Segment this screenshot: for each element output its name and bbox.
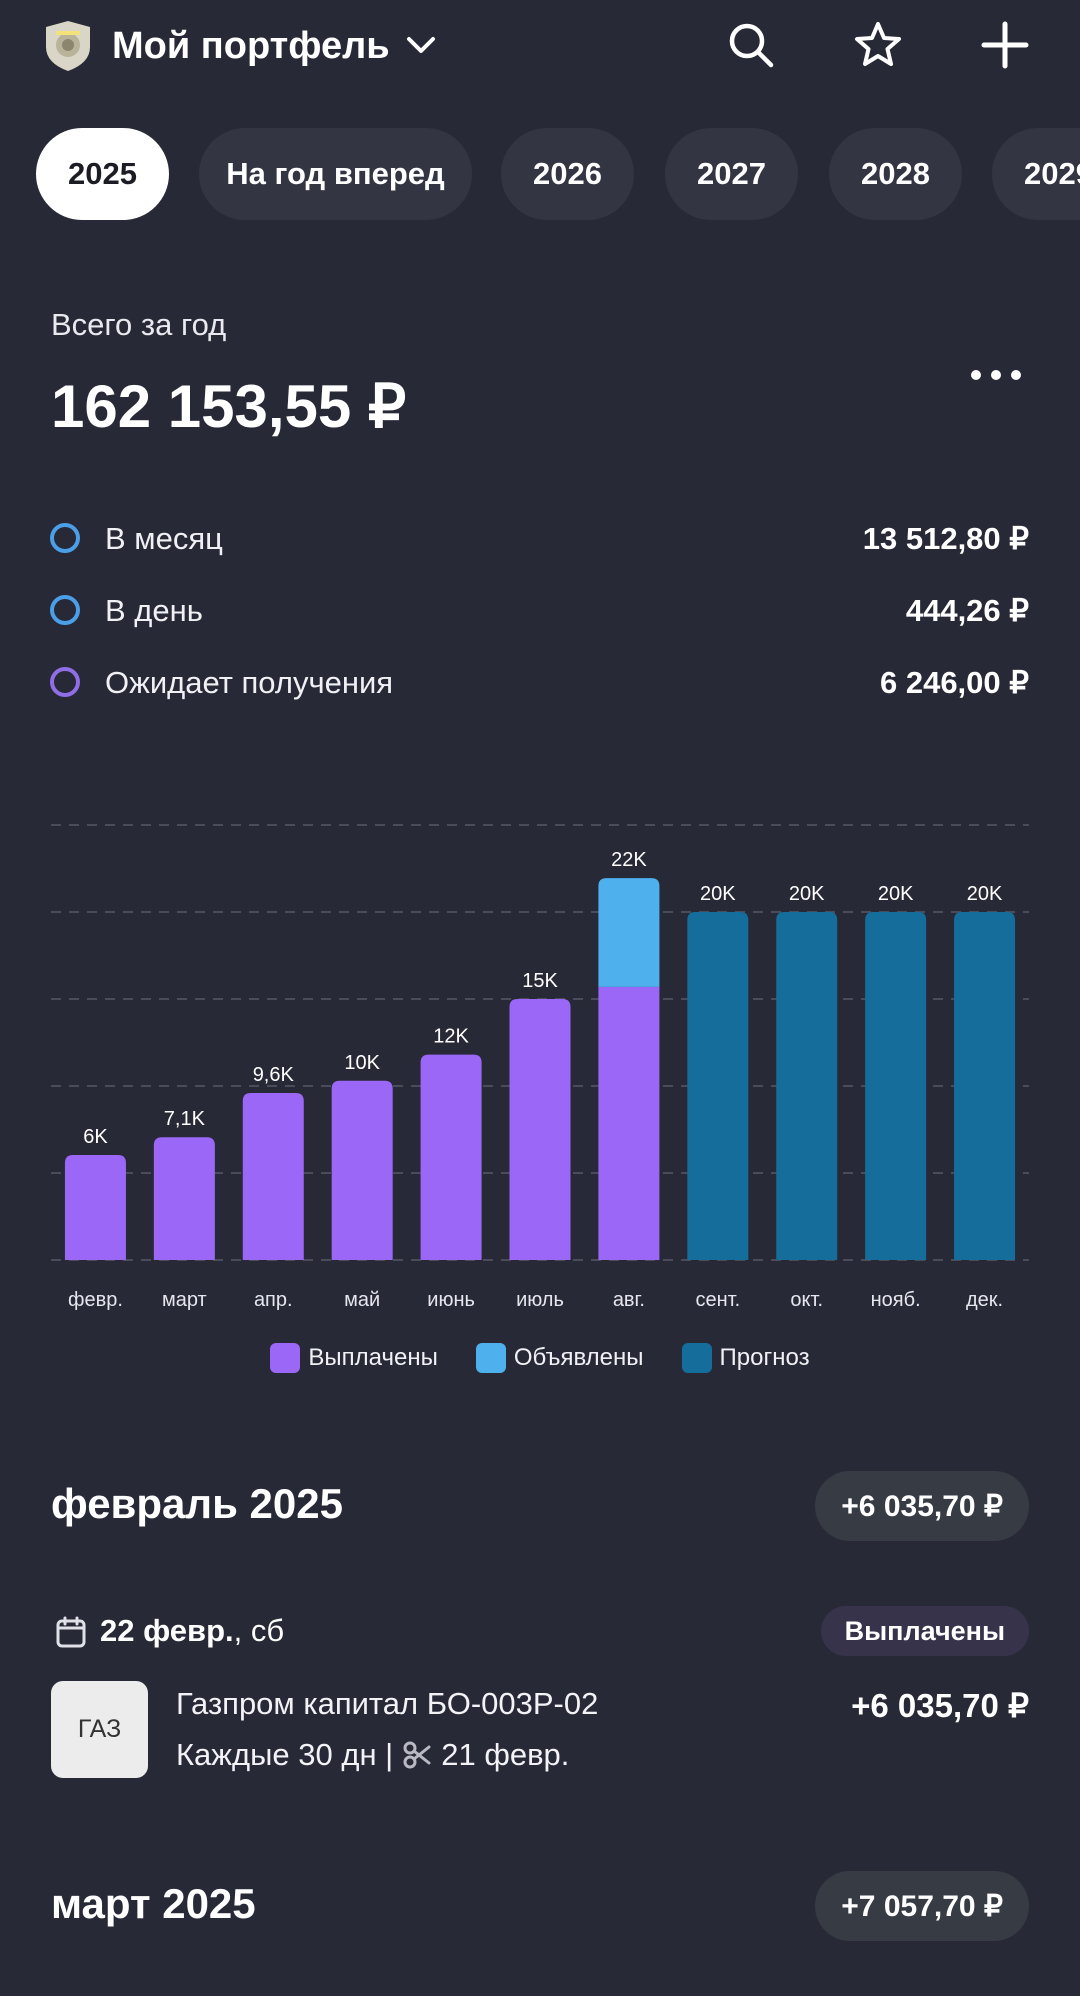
plus-icon[interactable] [980,20,1030,70]
more-icon[interactable] [966,360,1026,390]
bar-value-label: 6K [83,1126,108,1148]
bar-май-Выплачены[interactable] [331,1080,393,1260]
bar-март-Выплачены[interactable] [153,1137,215,1260]
bar-нояб.-Прогноз[interactable] [865,912,927,1260]
month-title: февраль 2025 [51,1480,343,1527]
tab-2028[interactable]: 2028 [829,128,962,220]
payment-date: 22 февр., сб [100,1613,284,1649]
bar-value-label: 10K [344,1052,380,1074]
x-tick-label: дек. [966,1289,1003,1311]
bar-value-label: 20K [878,883,914,905]
metric-label: В день [105,593,203,628]
metric-per-month: В месяц 13 512,80 ₽ [0,515,1080,567]
x-tick-label: окт. [790,1289,823,1311]
bar-value-label: 7,1K [164,1108,206,1130]
star-icon[interactable] [853,20,903,70]
bar-value-label: 22K [611,849,647,871]
bar-дек.-Прогноз[interactable] [954,912,1016,1260]
payment-weekday: , сб [233,1613,285,1648]
bar-авг.-Объявлены[interactable] [598,878,660,987]
bar-value-label: 20K [700,883,736,905]
metric-value: 444,26 ₽ [905,593,1029,628]
metric-label: Ожидает получения [105,665,394,700]
security-logo[interactable]: ГАЗ [51,1681,148,1778]
security-details: Каждые 30 дн | 21 февр. [176,1737,569,1773]
bar-февр.-Выплачены[interactable] [64,1154,126,1260]
month-total-badge: +7 057,70 ₽ [815,1871,1029,1941]
x-tick-label: сент. [695,1289,740,1311]
circle-icon [50,595,80,625]
metric-value: 13 512,80 ₽ [862,521,1029,556]
x-tick-label: июль [516,1289,564,1311]
bar-сент.-Прогноз[interactable] [687,912,749,1260]
year-tabs: 2025 На год вперед 2026 2027 2028 2029 [0,128,1080,220]
x-tick-label: авг. [613,1289,645,1311]
metric-per-day: В день 444,26 ₽ [0,587,1080,639]
bar-авг.-Выплачены[interactable] [598,986,660,1260]
month-title: март 2025 [51,1880,256,1927]
chevron-down-icon[interactable] [404,30,438,60]
tab-2029[interactable]: 2029 [992,128,1080,220]
metric-label: В месяц [105,521,223,556]
scissors-icon [403,1741,431,1769]
security-name[interactable]: Газпром капитал БО-003Р-02 [176,1686,599,1721]
search-icon[interactable] [726,20,776,70]
payment-date-day: 22 февр. [100,1613,234,1648]
legend-item-paid[interactable]: Выплачены [270,1338,438,1378]
x-tick-label: март [162,1289,207,1311]
bar-окт.-Прогноз[interactable] [776,912,838,1260]
legend-swatch [475,1343,506,1373]
record-date: 21 февр. [441,1737,570,1772]
bar-value-label: 9,6K [253,1064,295,1086]
chart-legend: Выплачены Объявлены Прогноз [0,1338,1080,1378]
legend-swatch [681,1343,712,1373]
circle-icon [50,523,80,553]
x-tick-label: апр. [254,1289,293,1311]
payment-amount: +6 035,70 ₽ [851,1687,1029,1724]
total-value: 162 153,55 ₽ [51,373,407,440]
metric-value: 6 246,00 ₽ [879,665,1029,700]
dividends-bar-chart: 6K февр. 7,1K март 9,6K апр. 10K май 12K июнь 15K и… [51,824,1029,1311]
payment-frequency: Каждые 30 дн | [176,1737,394,1772]
status-badge: Выплачены [820,1606,1029,1656]
portfolio-title[interactable]: Мой портфель [112,25,390,67]
x-tick-label: май [344,1289,380,1311]
bar-value-label: 20K [789,883,825,905]
tab-2027[interactable]: 2027 [665,128,798,220]
month-total-badge: +6 035,70 ₽ [815,1471,1029,1541]
tab-year-ahead[interactable]: На год вперед [199,128,472,220]
legend-swatch [270,1343,301,1373]
x-tick-label: июнь [427,1289,475,1311]
x-tick-label: нояб. [871,1289,921,1311]
bar-value-label: 20K [967,883,1003,905]
logo-icon[interactable] [40,19,96,73]
tab-2026[interactable]: 2026 [501,128,634,220]
app-header: Мой портфель [0,0,1080,92]
bar-апр.-Выплачены[interactable] [242,1092,304,1260]
legend-item-forecast[interactable]: Прогноз [681,1338,810,1378]
bar-value-label: 15K [522,970,558,992]
circle-icon [50,667,80,697]
calendar-icon [56,1616,86,1648]
bar-value-label: 12K [433,1026,469,1048]
bar-июль-Выплачены[interactable] [509,999,571,1260]
legend-label: Прогноз [719,1344,810,1371]
metric-pending: Ожидает получения 6 246,00 ₽ [0,659,1080,711]
bar-июнь-Выплачены[interactable] [420,1054,482,1260]
legend-label: Объявлены [513,1344,644,1371]
total-label: Всего за год [51,307,227,342]
legend-label: Выплачены [308,1344,438,1371]
tab-2025[interactable]: 2025 [36,128,169,220]
x-tick-label: февр. [68,1289,123,1311]
legend-item-announced[interactable]: Объявлены [475,1338,644,1378]
